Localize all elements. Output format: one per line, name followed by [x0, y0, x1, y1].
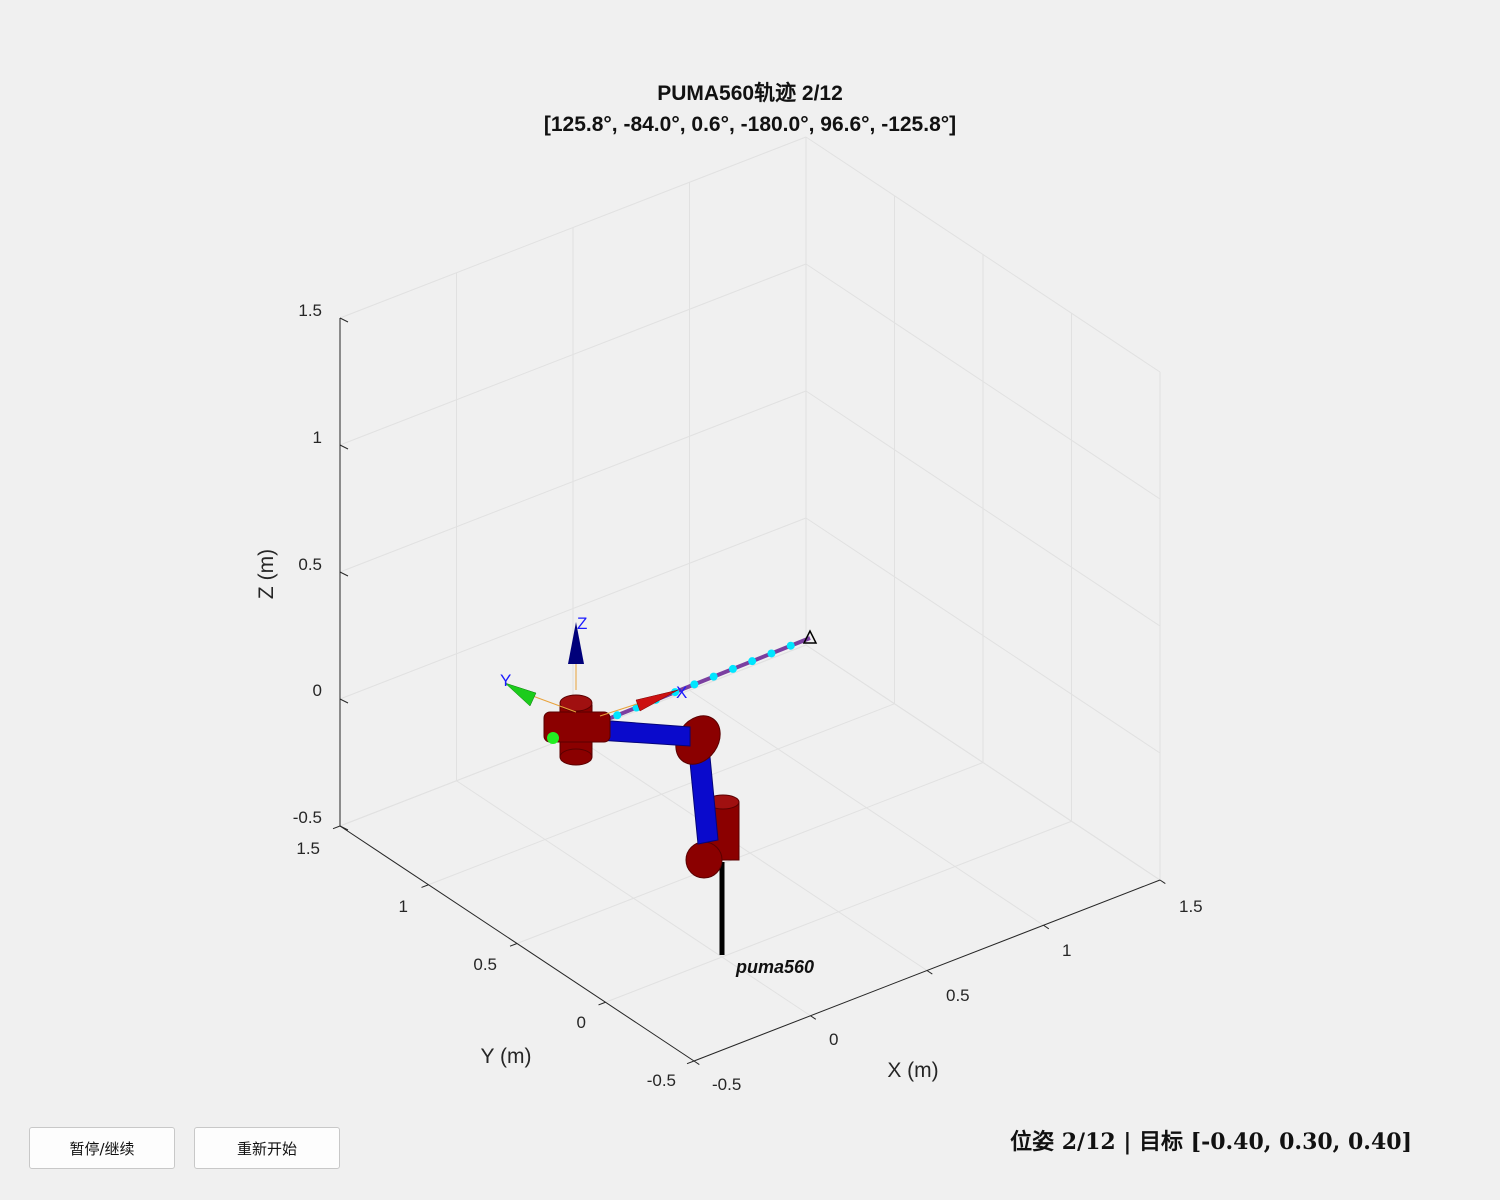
x-frame-label: X [676, 683, 687, 702]
y-tick-labels: 1.5 1 0.5 0 -0.5 [296, 839, 676, 1090]
z-frame-label: Z [577, 614, 587, 633]
x-tick-labels: -0.5 0 0.5 1 1.5 [712, 897, 1203, 1094]
z-tick-mark [339, 825, 349, 831]
side-wall-grid-line [805, 136, 1161, 373]
x-tick-mark [1043, 924, 1050, 930]
z-tick-label: -0.5 [293, 808, 322, 827]
tool-frame: Z Y X [500, 614, 687, 717]
x-tick-mark [810, 1015, 817, 1020]
robot-link-upper [597, 719, 691, 747]
figure-title: PUMA560轨迹 2/12 [125.8°, -84.0°, 0.6°, -1… [0, 78, 1500, 140]
y-frame-line [529, 694, 577, 713]
z-tick-label: 1 [313, 428, 322, 447]
z-axis-label: Z (m) [255, 549, 278, 599]
side-wall-grid-line [805, 390, 1161, 627]
z-tick-mark [339, 444, 349, 450]
waypoints [613, 641, 795, 720]
pose-status-text: 位姿 2/12 | 目标 [-0.40, 0.30, 0.40] [1010, 1129, 1412, 1155]
z-tick-mark [339, 571, 349, 577]
x-axis-label: X (m) [887, 1059, 938, 1082]
waypoint-marker [728, 664, 737, 673]
y-tick-mark [598, 1001, 606, 1006]
title-line-2: [125.8°, -84.0°, 0.6°, -180.0°, 96.6°, -… [543, 113, 957, 136]
back-wall-grid-line [339, 136, 807, 319]
axes-ticks [332, 317, 1166, 1065]
y-tick-label: 1 [399, 897, 408, 916]
floor-grid-line [689, 689, 1044, 926]
z-tick-labels: 1.5 1 0.5 0 -0.5 [293, 301, 322, 827]
x-arrow [635, 689, 679, 712]
pause-resume-button[interactable]: 暂停/继续 [29, 1127, 175, 1169]
back-wall-grid-line [339, 263, 807, 446]
trajectory [597, 629, 818, 725]
robot-puma560 [543, 694, 740, 955]
end-effector-marker [547, 732, 559, 744]
axes-grid [339, 136, 1161, 1062]
y-tick-label: -0.5 [647, 1071, 676, 1090]
floor-grid-line [516, 762, 984, 944]
robot-link-lower [689, 756, 719, 845]
x-tick-label: -0.5 [712, 1075, 741, 1094]
y-tick-mark [509, 943, 518, 947]
robot-joint-2 [685, 841, 723, 879]
x-tick-label: 1 [1062, 941, 1071, 960]
restart-button[interactable]: 重新开始 [194, 1127, 340, 1169]
x-tick-label: 0 [829, 1030, 838, 1049]
y-arrow [504, 682, 537, 707]
y-tick-mark [421, 884, 429, 888]
y-frame-label: Y [500, 671, 511, 690]
trajectory-line [597, 636, 811, 725]
side-wall-grid-line [805, 263, 1161, 500]
floor-grid-line [805, 644, 1161, 881]
robot-joint-4-cap [559, 694, 593, 712]
x-tick-label: 1.5 [1179, 897, 1203, 916]
axes-box [339, 318, 1161, 1062]
back-wall-grid-line [339, 390, 807, 573]
waypoint-marker [786, 641, 795, 650]
x-tick-mark [1159, 879, 1166, 884]
y-axis-label: Y (m) [481, 1045, 532, 1068]
y-tick-label: 1.5 [296, 839, 320, 858]
x-tick-mark [693, 1060, 700, 1065]
z-tick-label: 0.5 [298, 555, 322, 574]
z-arrow [568, 622, 584, 664]
target-marker [802, 629, 818, 644]
x-frame-line [599, 702, 641, 717]
waypoint-marker [709, 672, 718, 681]
waypoint-marker [767, 649, 776, 658]
robot-joint-4-bottom [559, 748, 593, 766]
x-tick-label: 0.5 [946, 986, 970, 1005]
waypoint-marker [690, 680, 699, 689]
z-tick-mark [339, 698, 349, 704]
waypoint-marker [748, 657, 757, 666]
title-line-1: PUMA560轨迹 2/12 [657, 82, 843, 105]
z-tick-mark [339, 317, 349, 323]
robot-name-label: puma560 [735, 957, 814, 977]
robot-joint-5 [543, 711, 611, 743]
x-tick-mark [926, 970, 933, 975]
y-tick-label: 0 [577, 1013, 586, 1032]
waypoint-marker [613, 711, 622, 720]
z-tick-label: 1.5 [298, 301, 322, 320]
floor-grid-line [428, 703, 895, 886]
y-tick-mark [332, 825, 341, 830]
z-tick-label: 0 [313, 681, 322, 700]
y-tick-mark [686, 1060, 695, 1065]
y-tick-label: 0.5 [473, 955, 497, 974]
